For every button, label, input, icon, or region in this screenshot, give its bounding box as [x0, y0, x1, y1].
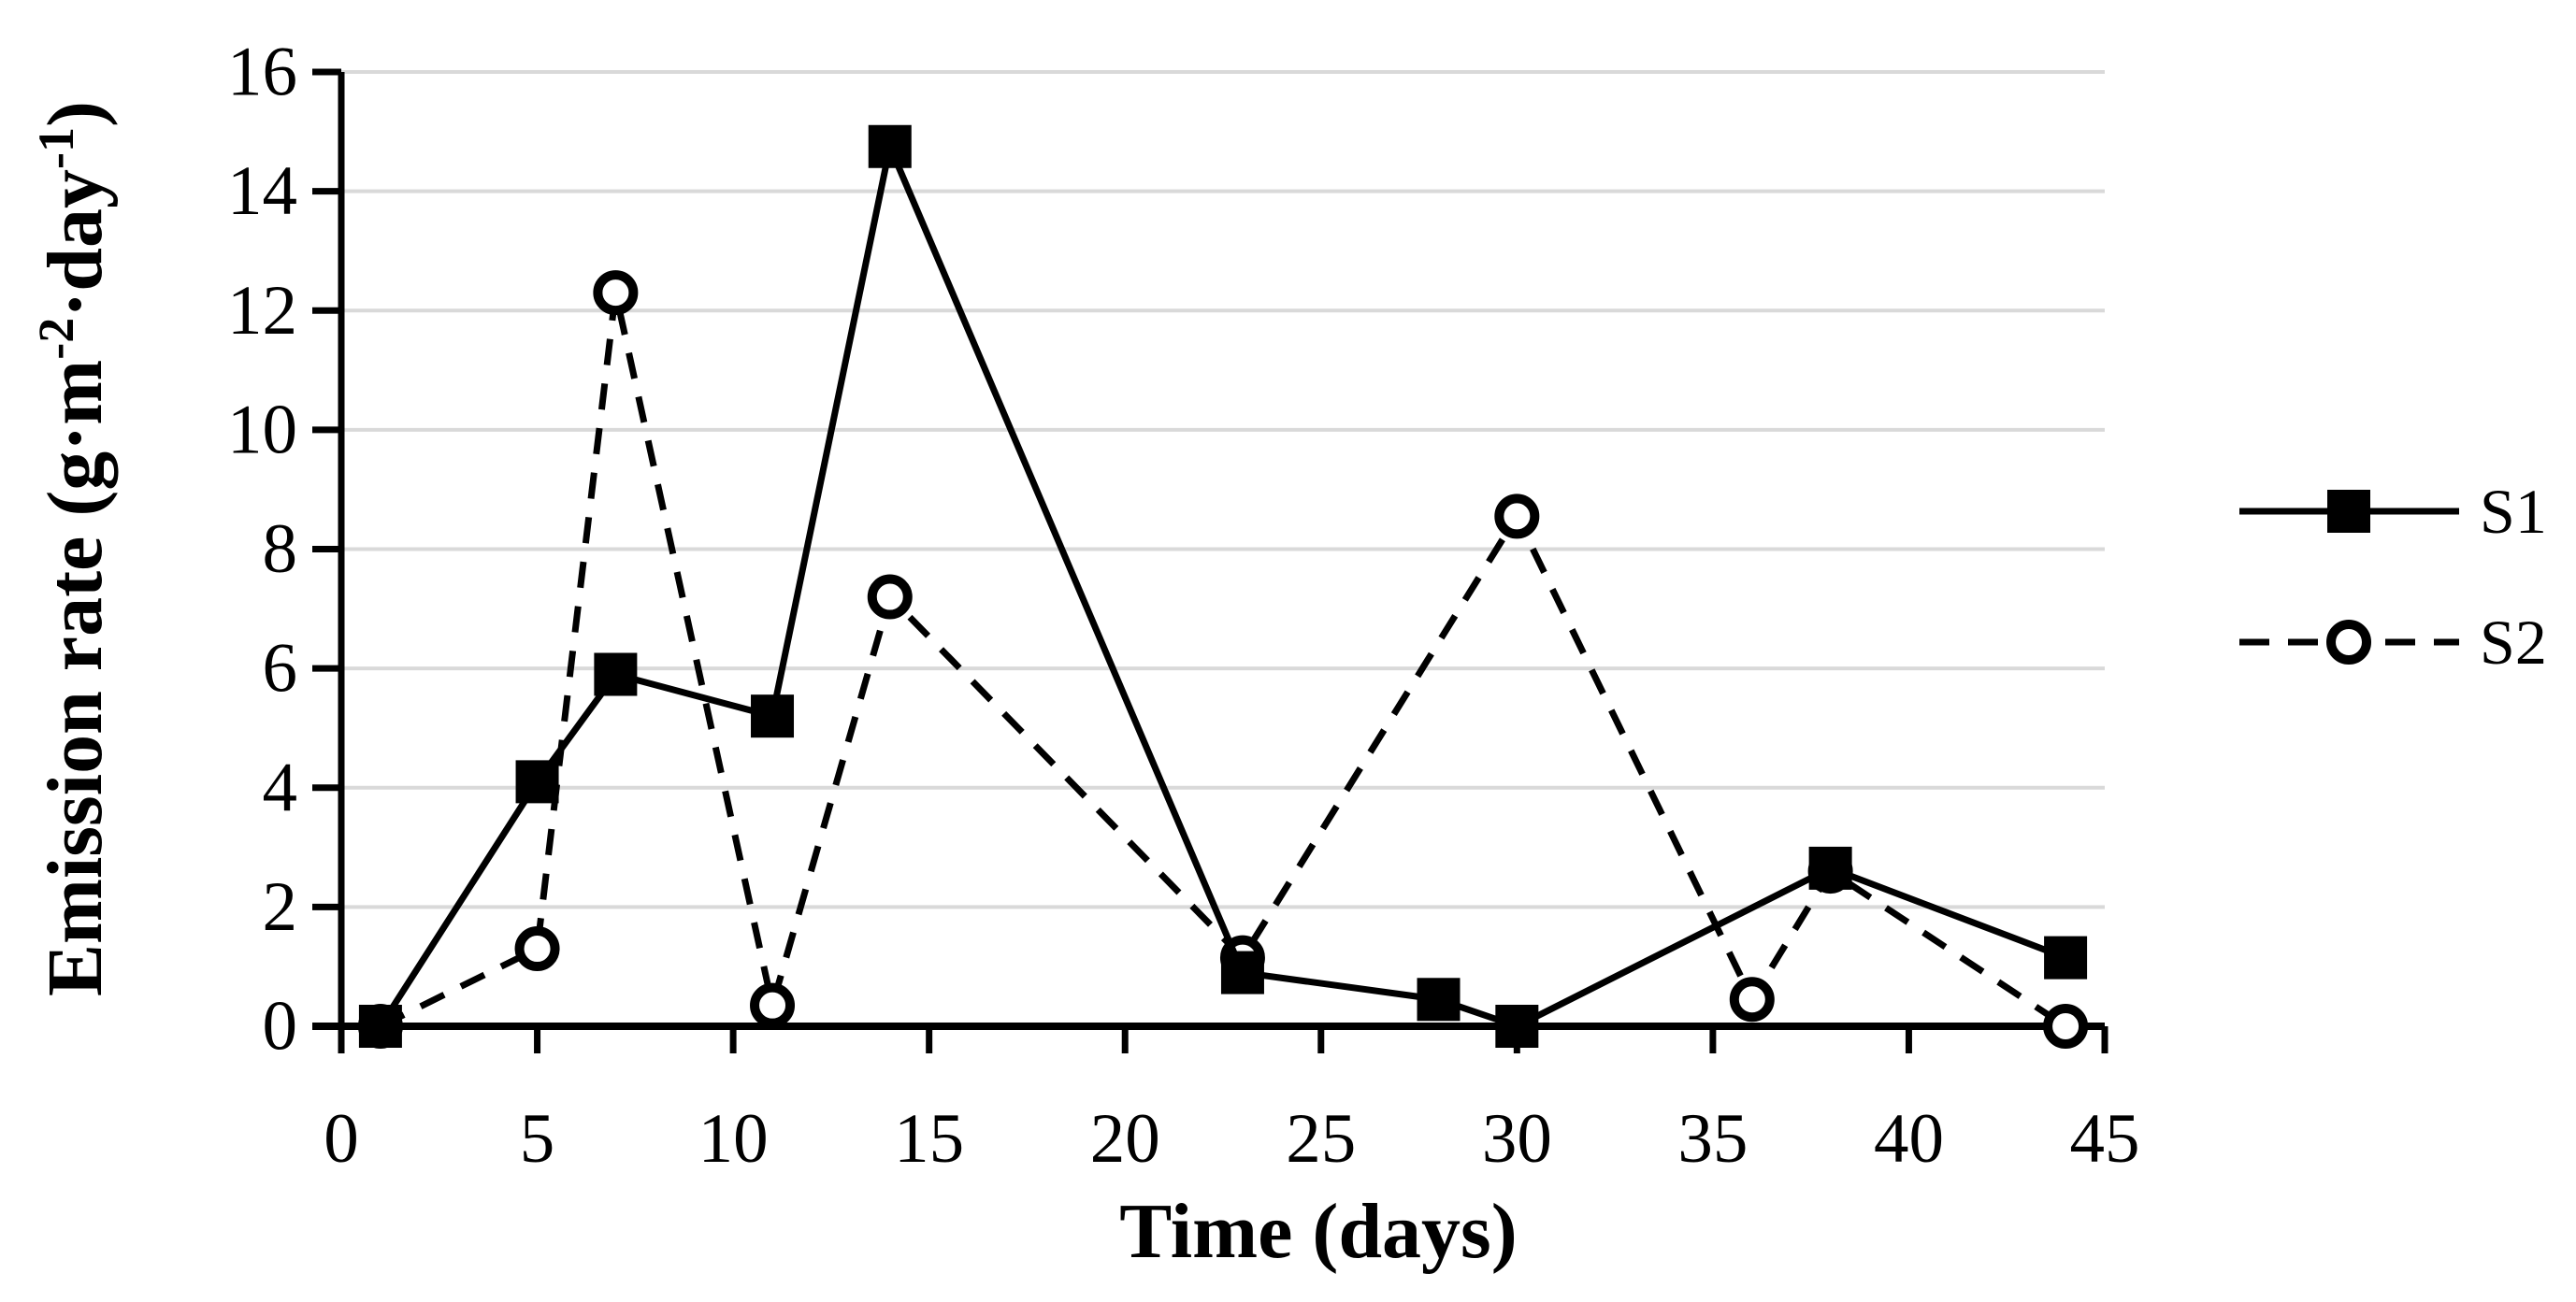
series-group [357, 124, 2089, 1049]
x-tick-label: 0 [324, 1100, 359, 1178]
marker-filled-square-s1 [1495, 1005, 1539, 1048]
legend-item-s1: S1 [2239, 476, 2547, 547]
marker-filled-square-s1 [1220, 951, 1264, 994]
marker-filled-square-s1 [594, 652, 638, 696]
x-tick-label: 35 [1677, 1100, 1748, 1178]
legend-s2-label: S2 [2480, 607, 2547, 678]
y-tick-label: 10 [227, 391, 297, 468]
marker-open-circle-s2 [867, 574, 913, 620]
marker-open-circle-s2 [1729, 977, 1775, 1023]
legend-s1-label: S1 [2480, 476, 2547, 547]
marker-filled-square-s1 [358, 1005, 402, 1048]
y-tick-label: 16 [227, 34, 297, 111]
y-tick-label: 0 [263, 988, 298, 1066]
x-axis-title: Time (days) [1119, 1188, 1517, 1275]
marker-open-circle-s2 [593, 270, 639, 316]
x-tick-label: 15 [894, 1100, 964, 1178]
y-axis-title-sup-2: -2 [28, 318, 84, 360]
y-axis-title-sup-1: -1 [28, 127, 84, 169]
marker-filled-square-s1 [1417, 978, 1461, 1022]
y-tick-label: 8 [263, 510, 298, 588]
x-tick-label: 30 [1482, 1100, 1552, 1178]
marker-filled-square-s1 [751, 694, 795, 738]
y-axis-title: Emission rate (g·m-2·day-1) [28, 101, 119, 996]
y-tick-label: 2 [263, 868, 298, 946]
y-axis-title-post: ) [32, 101, 119, 127]
x-tick-label: 5 [520, 1100, 555, 1178]
marker-open-circle-s2 [750, 982, 796, 1028]
legend-s1-square-marker-icon [2327, 490, 2370, 533]
tick-labels: 0 2 4 6 8 10 12 14 16 0 5 10 15 20 25 30 35 40 45 [227, 34, 2140, 1179]
marker-open-circle-s2 [2043, 1004, 2089, 1049]
x-tick-label: 25 [1286, 1100, 1356, 1178]
legend-s2-circle-marker-icon [2326, 620, 2371, 665]
x-tick-label: 20 [1090, 1100, 1160, 1178]
axes [312, 68, 2108, 1053]
y-axis-title-pre: Emission rate (g·m [32, 360, 119, 996]
y-tick-label: 12 [227, 272, 297, 350]
x-tick-label: 40 [1874, 1100, 1944, 1178]
marker-filled-square-s1 [868, 124, 912, 168]
marker-open-circle-s2 [1494, 494, 1540, 539]
marker-filled-square-s1 [2044, 936, 2088, 980]
gridlines [341, 70, 2105, 909]
legend: S1 S2 [2239, 476, 2547, 678]
marker-open-circle-s2 [514, 926, 560, 972]
legend-item-s2: S2 [2239, 607, 2547, 678]
x-tick-label: 10 [698, 1100, 769, 1178]
marker-filled-square-s1 [1808, 846, 1852, 890]
series-line-s1 [377, 136, 2067, 1030]
y-axis-title-mid: ·day [32, 169, 119, 318]
y-tick-label: 4 [263, 749, 298, 826]
y-tick-label: 14 [227, 152, 297, 230]
series-line-s2 [379, 292, 2068, 1030]
x-tick-label: 45 [2070, 1100, 2140, 1178]
y-tick-label: 6 [263, 630, 298, 708]
marker-filled-square-s1 [515, 760, 559, 804]
